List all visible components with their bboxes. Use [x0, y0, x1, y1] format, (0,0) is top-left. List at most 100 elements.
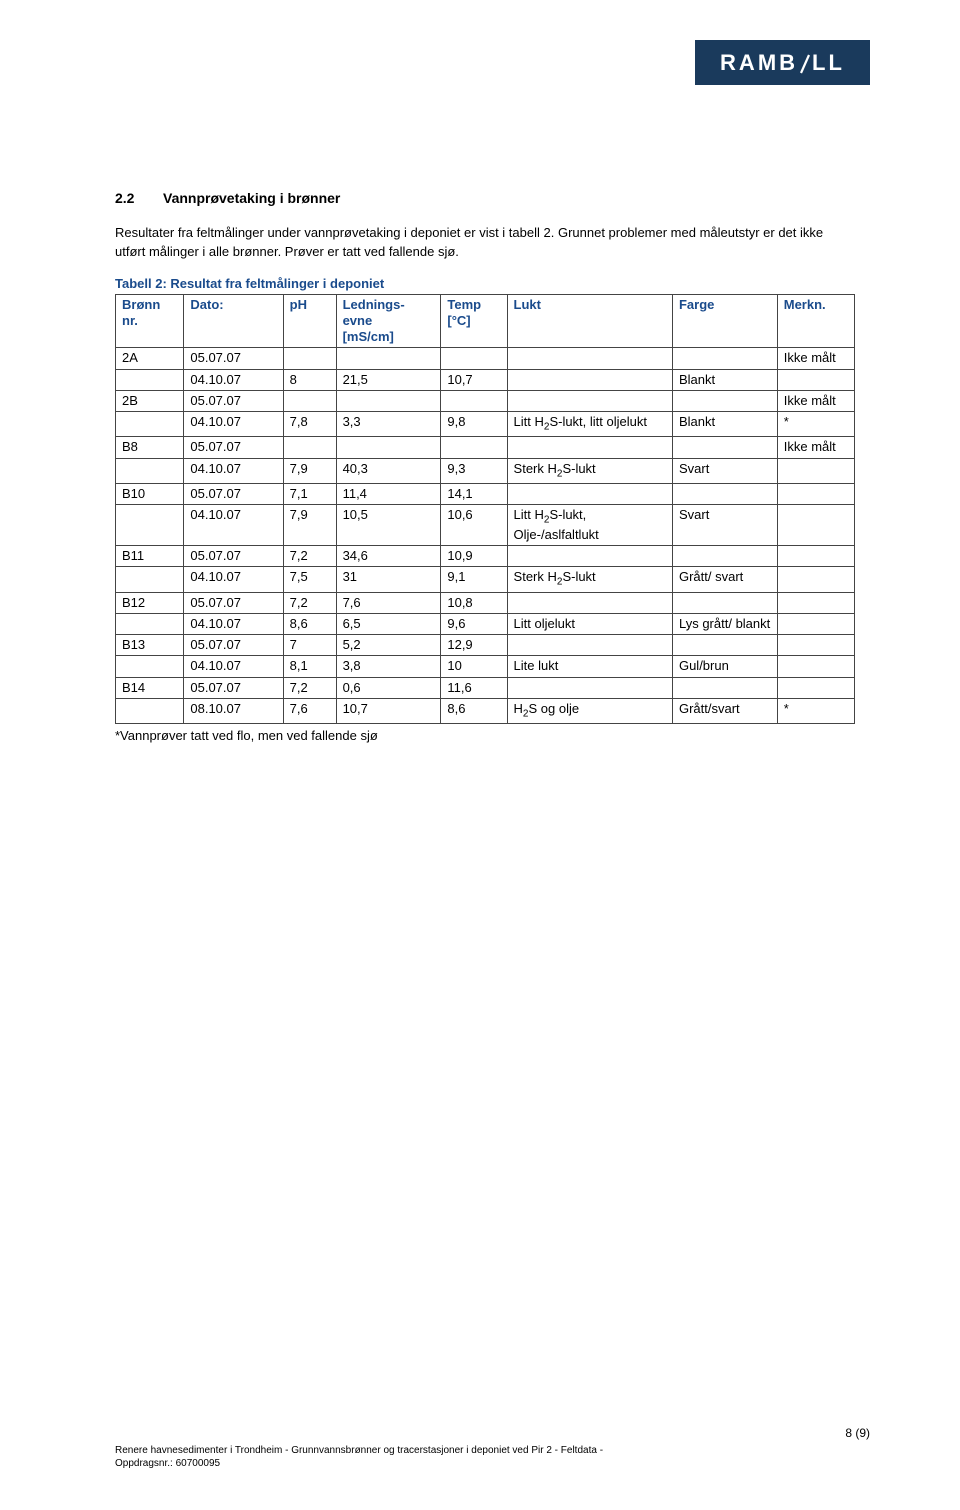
table-cell [441, 348, 507, 369]
table-cell: 04.10.07 [184, 613, 283, 634]
table-cell [283, 390, 336, 411]
table-cell: 9,1 [441, 567, 507, 592]
table-cell [116, 698, 184, 723]
table-cell [116, 613, 184, 634]
table-row: B1105.07.077,234,610,9 [116, 546, 855, 567]
table-caption: Tabell 2: Resultat fra feltmålinger i de… [115, 276, 870, 291]
table-row: 2A05.07.07Ikke målt [116, 348, 855, 369]
table-cell: 04.10.07 [184, 412, 283, 437]
table-cell [507, 592, 672, 613]
table-cell: Lys grått/ blankt [672, 613, 777, 634]
table-cell: 04.10.07 [184, 567, 283, 592]
table-cell: 05.07.07 [184, 348, 283, 369]
table-cell: Grått/svart [672, 698, 777, 723]
table-cell: * [777, 698, 854, 723]
table-cell: 05.07.07 [184, 390, 283, 411]
table-row: B1005.07.077,111,414,1 [116, 483, 855, 504]
table-cell [777, 592, 854, 613]
page-footer: 8 (9) Renere havnesedimenter i Trondheim… [115, 1444, 870, 1470]
col-header-temp: Temp[°C] [441, 294, 507, 348]
table-row: 04.10.077,910,510,6Litt H2S-lukt, Olje-/… [116, 504, 855, 545]
table-cell: 7,2 [283, 546, 336, 567]
table-cell: B14 [116, 677, 184, 698]
table-cell: Litt oljelukt [507, 613, 672, 634]
table-cell: 8,1 [283, 656, 336, 677]
table-cell [507, 677, 672, 698]
table-cell: * [777, 412, 854, 437]
table-cell: B11 [116, 546, 184, 567]
table-cell [777, 369, 854, 390]
table-cell: 10,7 [336, 698, 441, 723]
table-cell [672, 677, 777, 698]
table-cell [116, 412, 184, 437]
brand-logo-text: RAMBLL [720, 50, 845, 76]
table-cell [283, 437, 336, 458]
table-cell [777, 677, 854, 698]
table-cell: Litt H2S-lukt, litt oljelukt [507, 412, 672, 437]
col-header-lukt: Lukt [507, 294, 672, 348]
table-cell: 7,6 [283, 698, 336, 723]
table-row: 2B05.07.07Ikke målt [116, 390, 855, 411]
table-cell: Blankt [672, 369, 777, 390]
table-cell: Ikke målt [777, 437, 854, 458]
table-cell: 11,4 [336, 483, 441, 504]
table-cell: 10,7 [441, 369, 507, 390]
table-cell [116, 458, 184, 483]
table-cell: B8 [116, 437, 184, 458]
table-cell: 7,2 [283, 677, 336, 698]
table-cell: 7,2 [283, 592, 336, 613]
col-header-dato: Dato: [184, 294, 283, 348]
table-cell [777, 656, 854, 677]
table-cell: 2B [116, 390, 184, 411]
table-cell: 9,8 [441, 412, 507, 437]
table-cell [507, 635, 672, 656]
table-cell: 04.10.07 [184, 504, 283, 545]
table-cell: 40,3 [336, 458, 441, 483]
table-cell: 08.10.07 [184, 698, 283, 723]
table-cell [507, 369, 672, 390]
table-cell [507, 483, 672, 504]
table-cell: 5,2 [336, 635, 441, 656]
table-cell: 0,6 [336, 677, 441, 698]
table-cell: 7,9 [283, 458, 336, 483]
table-cell [116, 504, 184, 545]
table-cell: 21,5 [336, 369, 441, 390]
table-cell [116, 567, 184, 592]
table-cell: 10,5 [336, 504, 441, 545]
table-cell: B10 [116, 483, 184, 504]
table-cell: 10,9 [441, 546, 507, 567]
table-cell [336, 437, 441, 458]
table-cell [507, 546, 672, 567]
table-cell [116, 369, 184, 390]
table-row: 04.10.078,13,810Lite luktGul/brun [116, 656, 855, 677]
section-heading: 2.2 Vannprøvetaking i brønner [115, 190, 870, 206]
table-cell: 7,9 [283, 504, 336, 545]
col-header-ph: pH [283, 294, 336, 348]
main-content: 2.2 Vannprøvetaking i brønner Resultater… [115, 190, 870, 743]
table-row: B1405.07.077,20,611,6 [116, 677, 855, 698]
table-cell [777, 483, 854, 504]
table-row: 08.10.077,610,78,6H2S og oljeGrått/svart… [116, 698, 855, 723]
table-cell [116, 656, 184, 677]
table-cell [672, 592, 777, 613]
table-cell: 12,9 [441, 635, 507, 656]
table-cell: 04.10.07 [184, 458, 283, 483]
table-cell: 10,6 [441, 504, 507, 545]
col-header-farge: Farge [672, 294, 777, 348]
footer-line2: Oppdragsnr.: 60700095 [115, 1457, 870, 1470]
table-cell: 9,3 [441, 458, 507, 483]
table-cell: 10,8 [441, 592, 507, 613]
table-cell: 04.10.07 [184, 656, 283, 677]
table-row: 04.10.077,83,39,8Litt H2S-lukt, litt olj… [116, 412, 855, 437]
brand-logo: RAMBLL [695, 40, 870, 85]
table-cell: Litt H2S-lukt, Olje-/aslfaltlukt [507, 504, 672, 545]
table-cell [777, 546, 854, 567]
table-cell: 3,3 [336, 412, 441, 437]
table-body: 2A05.07.07Ikke målt04.10.07821,510,7Blan… [116, 348, 855, 723]
table-cell: 2A [116, 348, 184, 369]
table-cell [777, 458, 854, 483]
table-cell: 7,6 [336, 592, 441, 613]
table-cell: 05.07.07 [184, 677, 283, 698]
col-header-merkn: Merkn. [777, 294, 854, 348]
table-cell: Svart [672, 504, 777, 545]
